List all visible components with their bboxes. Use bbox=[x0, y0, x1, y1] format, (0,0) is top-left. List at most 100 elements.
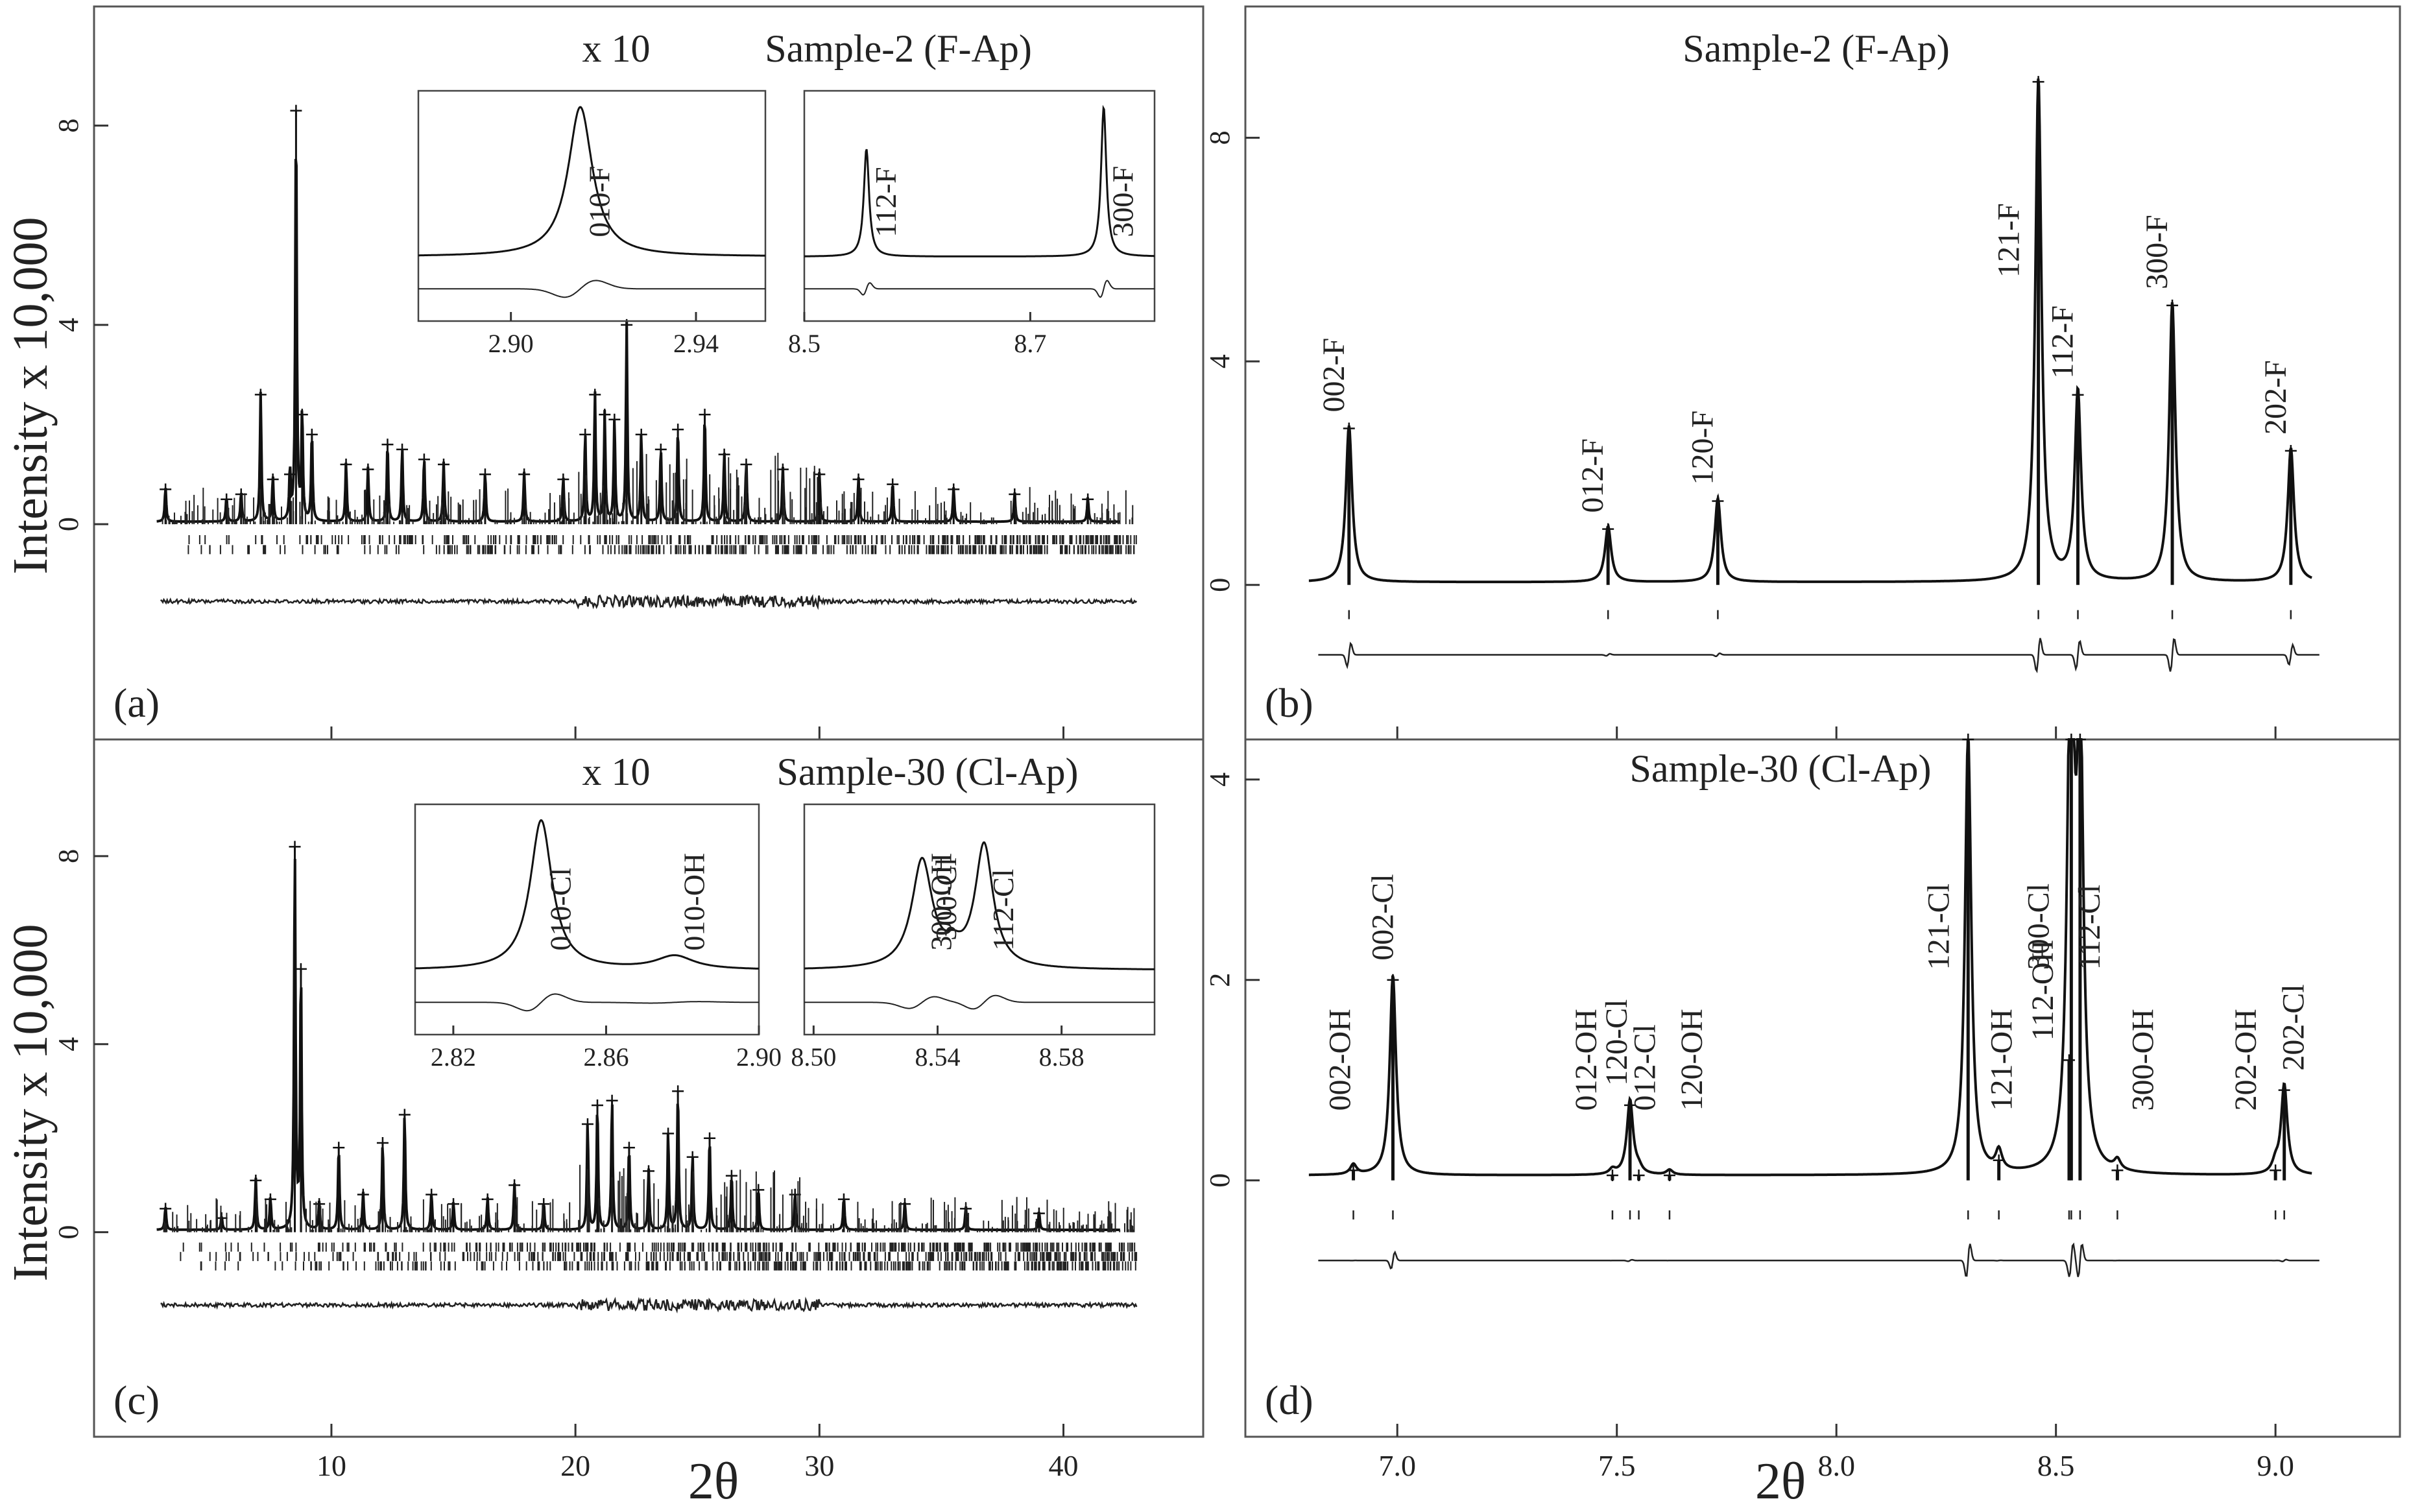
inset-1: 2.82 2.86 2.90 010-Cl 010-OH bbox=[414, 803, 782, 1072]
observed-point bbox=[643, 1165, 654, 1177]
peak-label: 002-Cl bbox=[1365, 874, 1400, 960]
observed-point bbox=[579, 428, 592, 440]
observed-point bbox=[438, 458, 449, 470]
observed-point bbox=[362, 463, 374, 475]
observed-point bbox=[704, 1132, 716, 1144]
y-axis-label-top: Intensity x 10,000 bbox=[3, 217, 58, 575]
inset-x-tick-label: 2.90 bbox=[736, 1042, 782, 1072]
panel-title: Sample-30 (Cl-Ap) bbox=[777, 750, 1079, 793]
reflection-ticks bbox=[180, 1252, 1138, 1262]
inset-x-tick-label: 8.5 bbox=[788, 329, 821, 358]
inset-x-tick-label: 2.94 bbox=[673, 329, 719, 358]
observed-point bbox=[250, 1174, 262, 1186]
peak-label: 121-F bbox=[1992, 203, 2026, 278]
inset-frame bbox=[414, 803, 760, 1036]
observed-point bbox=[837, 1193, 850, 1205]
observed-point bbox=[948, 483, 960, 496]
panel-title: Sample-30 (Cl-Ap) bbox=[1630, 747, 1932, 790]
x-axis-label-right: 2θ bbox=[1755, 1453, 1806, 1510]
observed-point bbox=[1347, 1164, 1360, 1177]
observed-point bbox=[1387, 974, 1399, 986]
observed-point bbox=[284, 468, 296, 481]
multiplier-label: x 10 bbox=[582, 750, 651, 793]
observed-point bbox=[2111, 1164, 2124, 1177]
observed-point bbox=[376, 1136, 389, 1149]
observed-point bbox=[725, 1170, 737, 1182]
observed-point bbox=[425, 1188, 438, 1201]
observed-point bbox=[2278, 1084, 2290, 1096]
panel-label: (a) bbox=[114, 680, 160, 726]
inset-peak-label: 112-Cl bbox=[987, 869, 1020, 951]
observed-point bbox=[1606, 1169, 1618, 1181]
y-axis-label-bottom: Intensity x 10,000 bbox=[3, 924, 58, 1282]
observed-point bbox=[662, 1127, 675, 1140]
panel-label: (c) bbox=[114, 1377, 160, 1423]
observed-point bbox=[589, 389, 601, 401]
inset-x-tick-label: 8.7 bbox=[1014, 329, 1046, 358]
y-tick-label: 8 bbox=[1204, 130, 1236, 145]
peak-label: 012-OH bbox=[1569, 1009, 1603, 1110]
observed-point bbox=[290, 104, 302, 117]
peak-label: 112-OH bbox=[2026, 940, 2060, 1041]
peak-label: 300-F bbox=[2140, 215, 2174, 289]
difference-curve bbox=[160, 593, 1138, 610]
y-tick-label: 4 bbox=[1204, 773, 1236, 787]
observed-point bbox=[557, 473, 569, 485]
observed-point bbox=[479, 468, 491, 481]
inset-profile bbox=[418, 106, 765, 257]
peak-label: 012-F bbox=[1576, 438, 1610, 513]
observed-point bbox=[160, 1203, 172, 1215]
peak-label: 002-OH bbox=[1323, 1009, 1358, 1110]
observed-point bbox=[2284, 444, 2297, 457]
y-tick-label: 4 bbox=[53, 1037, 84, 1051]
observed-point bbox=[538, 1198, 550, 1210]
peak-label: 120-F bbox=[1685, 411, 1720, 485]
observed-point bbox=[357, 1188, 369, 1201]
y-tick-label: 0 bbox=[53, 1225, 84, 1240]
inset-peak-label: 300-Cl bbox=[929, 858, 963, 941]
x-tick-label: 7.5 bbox=[1598, 1449, 1636, 1482]
observed-point bbox=[398, 1109, 411, 1121]
observed-point bbox=[418, 453, 430, 466]
y-tick-label: 0 bbox=[1204, 578, 1236, 592]
y-tick-label: 0 bbox=[1204, 1173, 1236, 1188]
inset-x-tick-label: 8.58 bbox=[1039, 1042, 1085, 1072]
inset-profile bbox=[414, 819, 759, 970]
inset-profile bbox=[804, 841, 1155, 970]
y-tick-label: 4 bbox=[1204, 354, 1236, 368]
y-tick-label: 8 bbox=[53, 849, 84, 863]
inset-peak-label: 300-OH bbox=[925, 853, 958, 951]
observed-point bbox=[813, 468, 826, 481]
inset-peak-label: 010-OH bbox=[677, 853, 710, 951]
y-tick-label: 4 bbox=[53, 318, 84, 332]
x-tick-label: 10 bbox=[317, 1449, 346, 1482]
peak-label: 012-Cl bbox=[1628, 1024, 1662, 1110]
observed-point bbox=[599, 409, 611, 421]
x-tick-label: 30 bbox=[804, 1449, 834, 1482]
peak-label: 002-F bbox=[1317, 338, 1351, 413]
inset-x-tick-label: 2.82 bbox=[431, 1042, 476, 1072]
observed-point bbox=[606, 1094, 618, 1107]
x-tick-label: 20 bbox=[560, 1449, 590, 1482]
observed-point bbox=[852, 473, 865, 485]
observed-point bbox=[887, 478, 899, 490]
observed-point bbox=[254, 389, 267, 401]
inset-peak-label: 300-F bbox=[1107, 166, 1140, 237]
observed-point bbox=[313, 1198, 326, 1210]
panel-title: Sample-2 (F-Ap) bbox=[765, 27, 1032, 70]
peak-label: 112-F bbox=[2046, 306, 2080, 379]
observed-point bbox=[752, 1184, 765, 1196]
peak-label: 300-Cl bbox=[2021, 883, 2055, 970]
panel-frame bbox=[1244, 738, 2401, 1438]
inset-2: 8.5 8.7 112-F 300-F bbox=[788, 90, 1156, 358]
observed-point bbox=[592, 1099, 603, 1111]
inset-x-tick-label: 8.50 bbox=[791, 1042, 836, 1072]
difference-curve bbox=[1318, 638, 2319, 673]
observed-point bbox=[718, 448, 730, 461]
observed-point bbox=[1624, 1099, 1636, 1111]
calculated-profile bbox=[1308, 738, 2312, 1177]
observed-point bbox=[2072, 389, 2084, 401]
reflection-ticks bbox=[182, 1242, 1136, 1252]
